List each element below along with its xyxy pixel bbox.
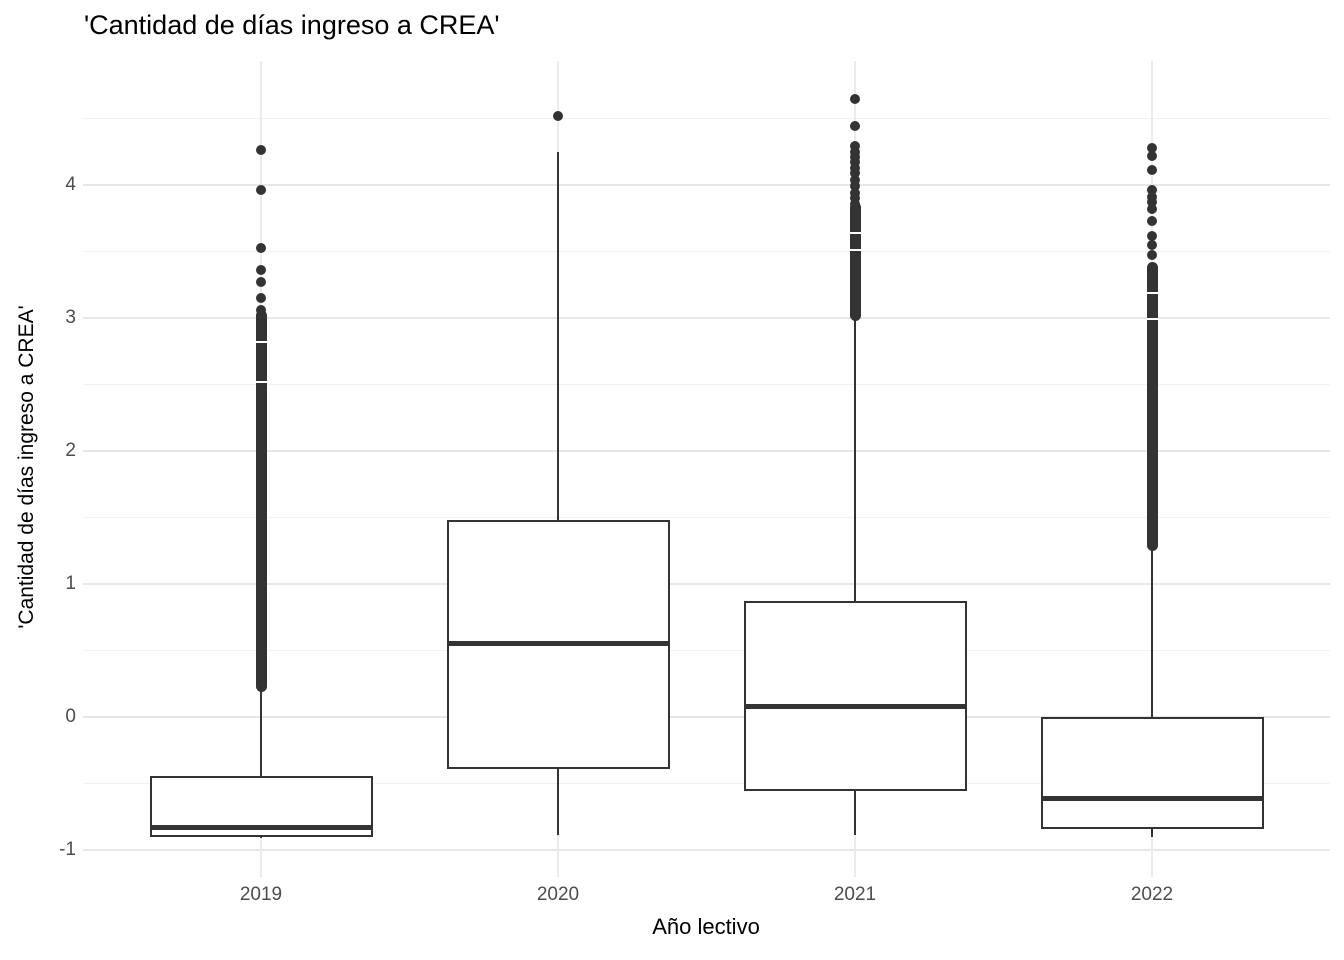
outlier-dot-2022 bbox=[1147, 215, 1157, 226]
whisker-lower-2019 bbox=[259, 836, 263, 839]
x-tick-label: 2021 bbox=[833, 884, 877, 905]
gridline-minor bbox=[83, 783, 1330, 784]
outlier-dot-2021 bbox=[850, 193, 860, 204]
gridline-minor bbox=[83, 650, 1330, 651]
whisker-upper-2019 bbox=[259, 687, 263, 776]
x-tick-label: 2019 bbox=[239, 884, 283, 905]
outlier-column-2022 bbox=[1146, 261, 1158, 551]
y-tick-label: 4 bbox=[65, 174, 76, 195]
outlier-column-2019 bbox=[255, 309, 267, 692]
outlier-dot-2021 bbox=[850, 146, 860, 157]
chart-title: 'Cantidad de días ingreso a CREA' bbox=[84, 10, 500, 40]
outlier-dot-2021 bbox=[850, 162, 860, 173]
y-tick-label: 0 bbox=[65, 706, 76, 727]
outlier-dot-2022 bbox=[1147, 203, 1157, 214]
x-tick-label: 2020 bbox=[536, 884, 580, 905]
outlier-dot-2020 bbox=[553, 110, 563, 121]
y-tick-label: 3 bbox=[65, 307, 76, 328]
outlier-dot-2021 bbox=[850, 168, 860, 179]
outlier-dot-2022 bbox=[1147, 197, 1157, 208]
outlier-dot-2022 bbox=[1147, 230, 1157, 241]
outlier-column-gap bbox=[849, 249, 861, 252]
gridline-major bbox=[83, 583, 1330, 585]
outlier-dot-2021 bbox=[850, 152, 860, 163]
outlier-dot-2022 bbox=[1147, 239, 1157, 250]
outlier-dot-2019 bbox=[256, 265, 266, 276]
box-2021 bbox=[743, 601, 967, 792]
outlier-dot-2019 bbox=[256, 293, 266, 304]
outlier-dot-2022 bbox=[1147, 150, 1157, 161]
outlier-dot-2021 bbox=[850, 174, 860, 185]
outlier-dot-2019 bbox=[256, 277, 266, 288]
outlier-column-gap bbox=[255, 380, 267, 383]
outlier-column-gap bbox=[849, 231, 861, 234]
median-2022 bbox=[1040, 795, 1264, 801]
outlier-dot-2022 bbox=[1147, 250, 1157, 261]
outlier-dot-2022 bbox=[1147, 165, 1157, 176]
outlier-dot-2021 bbox=[850, 198, 860, 209]
whisker-lower-2020 bbox=[556, 768, 560, 836]
outlier-dot-2021 bbox=[850, 181, 860, 192]
outlier-column-2021 bbox=[849, 202, 861, 321]
outlier-dot-2021 bbox=[850, 93, 860, 104]
gridline-major bbox=[83, 184, 1330, 186]
gridline-minor bbox=[83, 251, 1330, 252]
gridline-major bbox=[83, 716, 1330, 718]
median-2019 bbox=[149, 824, 373, 830]
gridline-major bbox=[83, 317, 1330, 319]
outlier-dot-2021 bbox=[850, 141, 860, 152]
whisker-upper-2020 bbox=[556, 151, 560, 521]
outlier-dot-2022 bbox=[1147, 142, 1157, 153]
outlier-column-gap bbox=[1146, 318, 1158, 321]
outlier-dot-2021 bbox=[850, 157, 860, 168]
outlier-dot-2022 bbox=[1147, 185, 1157, 196]
y-axis-title: 'Cantidad de días ingreso a CREA' bbox=[15, 305, 38, 629]
gridline-minor bbox=[83, 384, 1330, 385]
x-tick-label: 2022 bbox=[1130, 884, 1174, 905]
whisker-lower-2021 bbox=[853, 791, 857, 836]
outlier-column-gap bbox=[255, 340, 267, 343]
outlier-dot-2022 bbox=[1147, 191, 1157, 202]
y-tick-label: -1 bbox=[59, 839, 76, 860]
gridline-minor bbox=[83, 118, 1330, 119]
outlier-dot-2019 bbox=[256, 185, 266, 196]
box-2022 bbox=[1040, 717, 1264, 829]
whisker-upper-2022 bbox=[1150, 548, 1154, 717]
outlier-dot-2021 bbox=[850, 121, 860, 132]
whisker-upper-2021 bbox=[853, 318, 857, 602]
gridline-major bbox=[83, 450, 1330, 452]
outlier-dot-2019 bbox=[256, 305, 266, 316]
median-2021 bbox=[743, 703, 967, 709]
median-2020 bbox=[446, 641, 670, 647]
outlier-dot-2021 bbox=[850, 187, 860, 198]
y-tick-label: 2 bbox=[65, 440, 76, 461]
outlier-dot-2019 bbox=[256, 242, 266, 253]
outlier-column-gap bbox=[1146, 291, 1158, 294]
gridline-minor bbox=[83, 517, 1330, 518]
whisker-lower-2022 bbox=[1150, 828, 1154, 837]
outlier-dot-2019 bbox=[256, 145, 266, 156]
y-tick-label: 1 bbox=[65, 573, 76, 594]
gridline-major bbox=[83, 849, 1330, 851]
x-axis-title: Año lectivo bbox=[652, 914, 760, 939]
